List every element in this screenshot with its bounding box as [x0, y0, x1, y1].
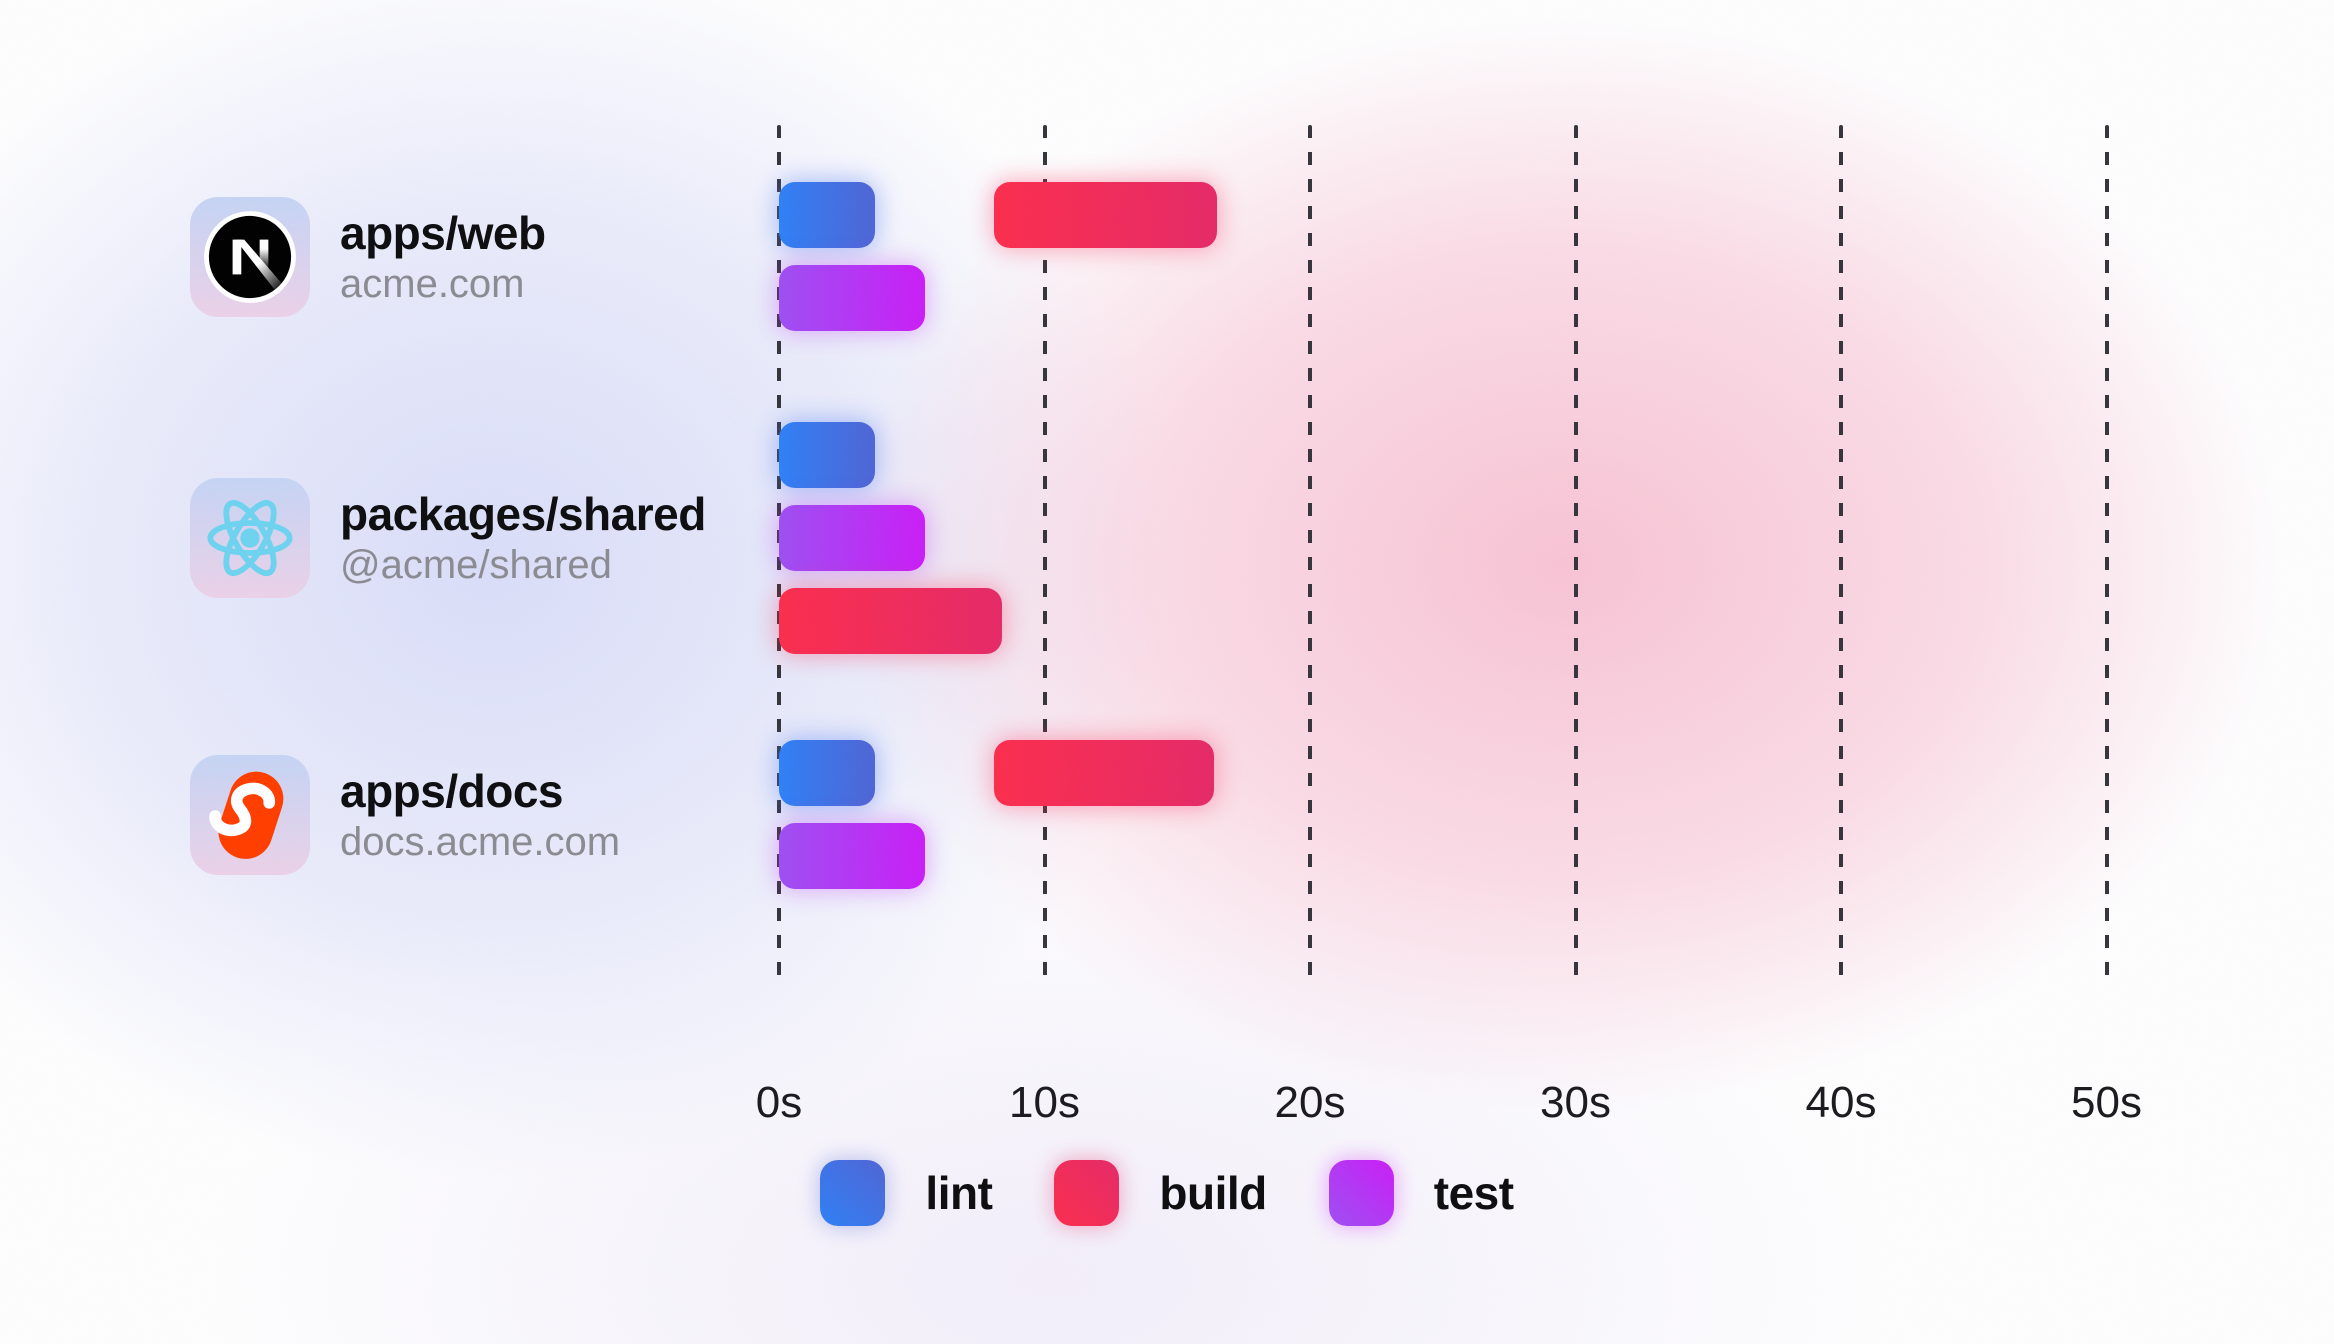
task-bar-test	[779, 265, 926, 331]
legend-swatch-lint	[820, 1160, 886, 1226]
task-bar-build	[779, 588, 1003, 654]
legend-item-lint: lint	[820, 1160, 993, 1226]
package-title: packages/shared	[340, 488, 706, 540]
package-icon-tile	[190, 478, 310, 598]
task-bar-build	[994, 182, 1218, 248]
task-bar-test	[779, 823, 926, 889]
package-subtitle: @acme/shared	[340, 543, 612, 587]
axis-tick-label: 40s	[1805, 1078, 1877, 1127]
axis-tick-label: 50s	[2071, 1078, 2142, 1127]
gridline	[1839, 125, 1843, 978]
axis-tick-label: 30s	[1540, 1078, 1611, 1127]
axis-tick-label: 0s	[755, 1078, 803, 1127]
task-bar-build	[994, 740, 1215, 806]
legend-swatch-build	[1054, 1160, 1120, 1226]
svelte-icon	[209, 771, 284, 859]
legend-item-test: test	[1328, 1160, 1514, 1226]
nextjs-icon	[204, 210, 296, 303]
legend-item-build: build	[1054, 1160, 1267, 1226]
react-icon	[207, 499, 293, 577]
legend-label: test	[1433, 1167, 1514, 1219]
gridline	[1573, 125, 1578, 978]
package-label: apps/docs docs.acme.com	[340, 755, 620, 875]
legend: lint build test	[0, 1160, 2334, 1226]
package-subtitle: acme.com	[340, 261, 525, 306]
package-subtitle: docs.acme.com	[340, 819, 621, 864]
axis-tick-label: 20s	[1274, 1078, 1346, 1127]
task-bar-lint	[779, 182, 875, 248]
gridline	[1042, 125, 1047, 978]
package-title: apps/docs	[340, 764, 564, 817]
gridline	[2104, 125, 2109, 978]
axis-tick-label: 10s	[1009, 1078, 1080, 1127]
task-bar-lint	[779, 422, 875, 488]
package-label: packages/shared @acme/shared	[340, 478, 706, 598]
package-label: apps/web acme.com	[340, 197, 546, 317]
gridline	[1308, 125, 1312, 978]
task-bar-test	[779, 505, 926, 571]
package-icon-tile	[190, 196, 310, 317]
legend-label: build	[1159, 1167, 1267, 1219]
package-title: apps/web	[340, 206, 546, 259]
package-icon-tile	[190, 754, 310, 875]
legend-label: lint	[925, 1167, 993, 1219]
legend-swatch-test	[1328, 1160, 1394, 1226]
task-bar-lint	[779, 740, 875, 806]
